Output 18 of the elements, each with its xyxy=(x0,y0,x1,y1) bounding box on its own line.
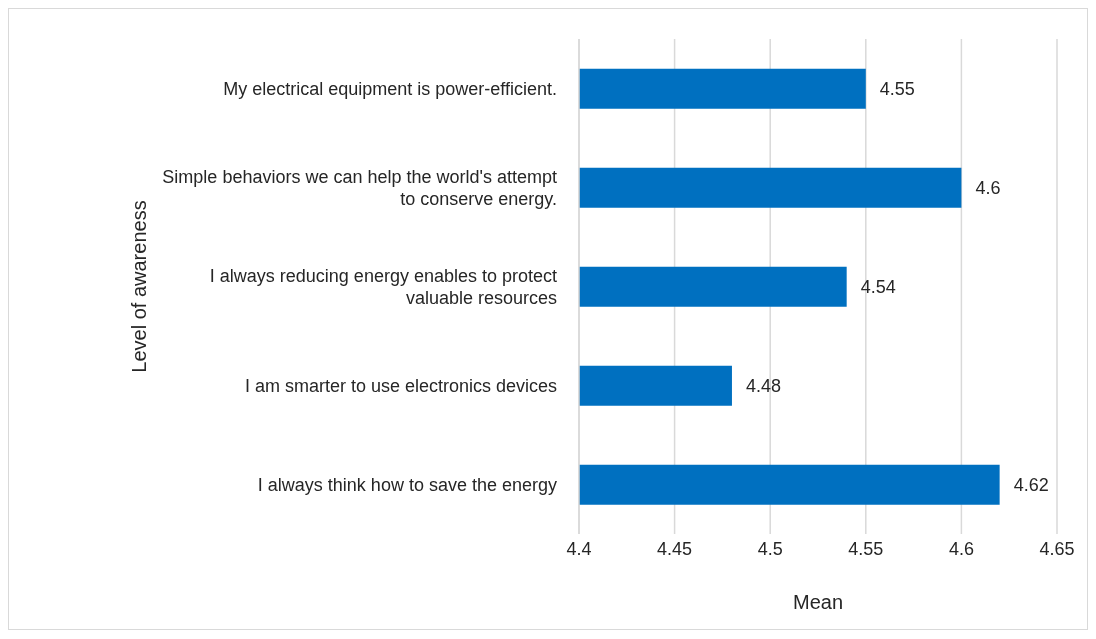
y-tick-label: Simple behaviors we can help the world's attempt to conserve energy. xyxy=(162,166,557,209)
x-tick-label: 4.45 xyxy=(657,538,693,559)
data-label: 4.6 xyxy=(975,178,1001,199)
y-tick-label: I always think how to save the energy xyxy=(257,474,557,495)
y-tick-label: My electrical equipment is power-efficient. xyxy=(223,78,557,99)
y-tick-label: I am smarter to use electronics devices xyxy=(244,375,557,396)
data-label: 4.48 xyxy=(745,376,782,397)
x-tick-label: 4.65 xyxy=(1039,538,1075,559)
x-tick-label: 4.55 xyxy=(848,538,884,559)
x-tick-label: 4.6 xyxy=(948,538,974,559)
data-label: 4.55 xyxy=(879,79,915,100)
x-axis-title: Mean xyxy=(792,591,844,613)
y-tick-label: I always reducing energy enables to protect valuable resources xyxy=(209,265,557,308)
x-tick-label: 4.5 xyxy=(757,538,783,559)
y-axis-title: Level of awareness xyxy=(128,200,151,373)
data-label: 4.62 xyxy=(1013,475,1049,496)
x-tick-label: 4.4 xyxy=(566,538,592,559)
data-label: 4.54 xyxy=(860,277,896,298)
